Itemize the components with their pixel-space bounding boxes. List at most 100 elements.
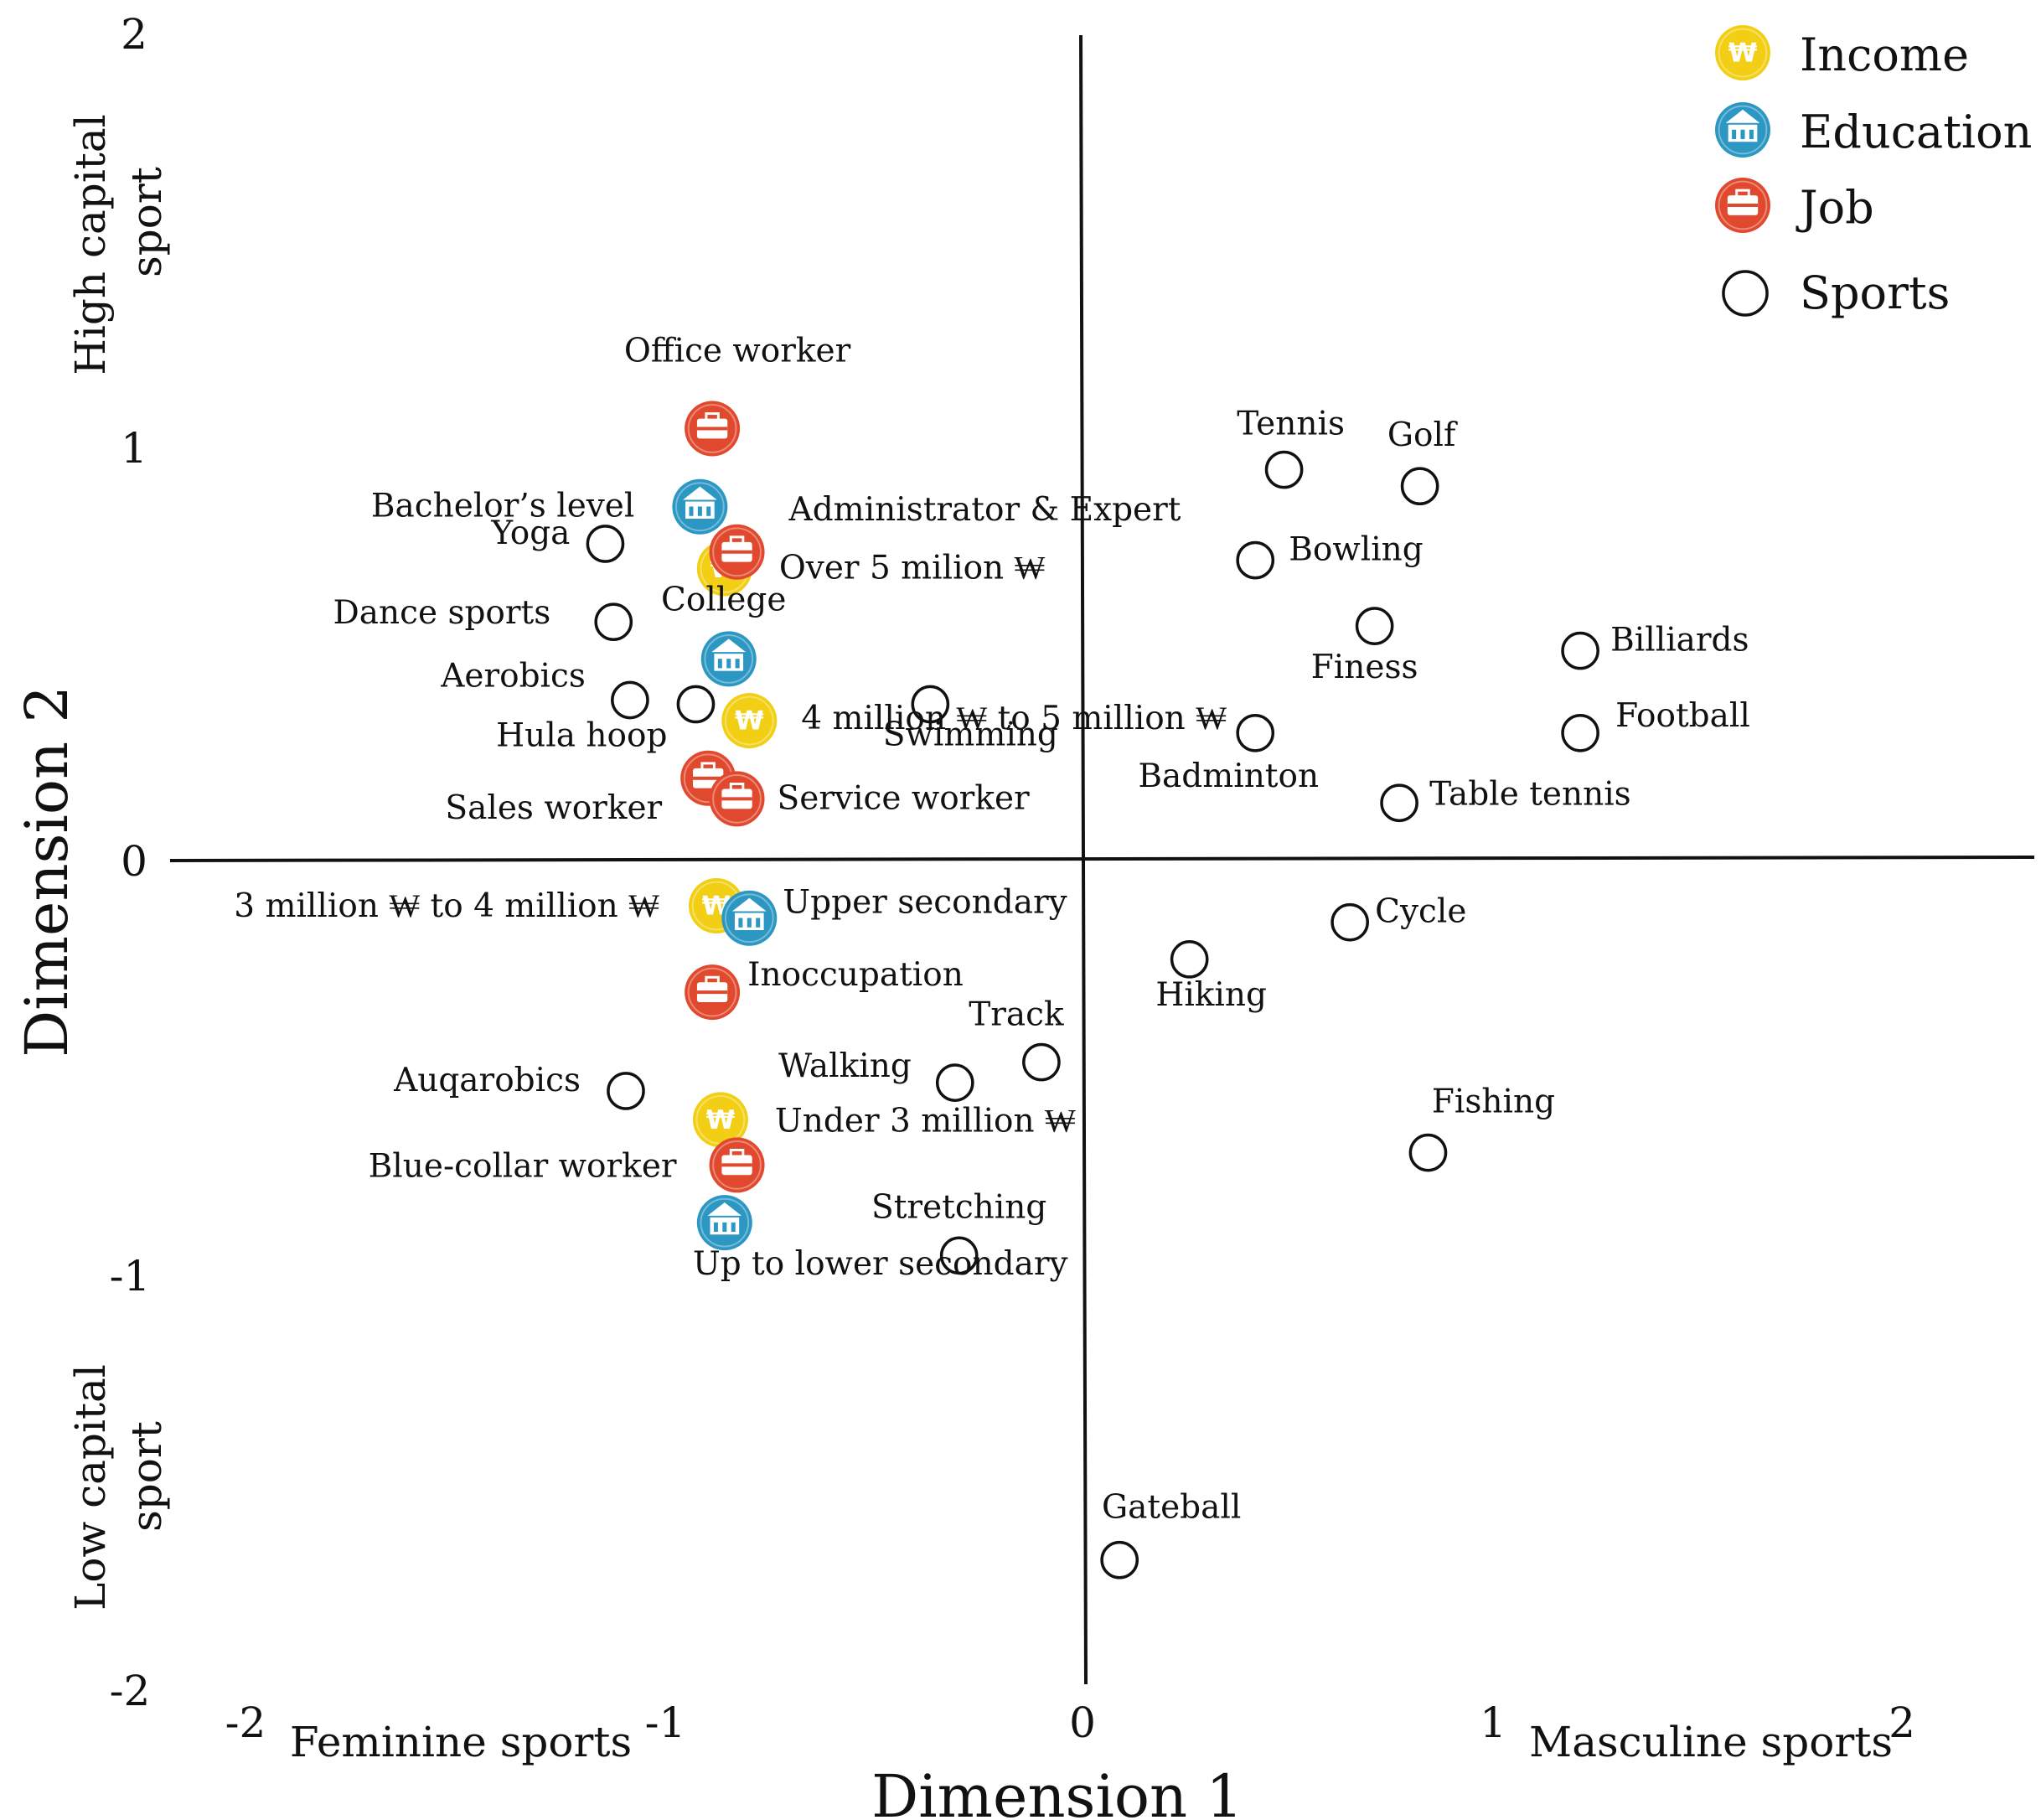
sports-point xyxy=(1380,783,1418,823)
y-axis-title: Dimension 2 xyxy=(13,685,81,1057)
education-point xyxy=(696,1195,752,1251)
sports-point xyxy=(1022,1042,1061,1082)
y-tick-labels: 2 1 0 -1 -2 xyxy=(110,10,151,1715)
sports-point xyxy=(1236,540,1275,580)
job-point-label: Service worker xyxy=(778,779,1030,817)
sports-point xyxy=(911,685,950,724)
sports-point xyxy=(935,1063,974,1102)
sports-point xyxy=(939,1236,979,1275)
job-point-label: Office worker xyxy=(624,332,851,370)
feminine-sports-label: Feminine sports xyxy=(290,1718,632,1766)
y-tick-label: -2 xyxy=(110,1667,151,1715)
sports-point-label: Football xyxy=(1615,697,1750,735)
svg-text:₩: ₩ xyxy=(1728,39,1758,69)
legend: ₩ Income Education Job Sports xyxy=(1715,25,2032,319)
sports-point xyxy=(607,1072,645,1110)
legend-item-job: Job xyxy=(1715,178,1874,234)
job-point-label: Sales worker xyxy=(445,789,662,827)
education-point xyxy=(721,890,778,946)
sports-point-label: Finess xyxy=(1311,649,1418,686)
x-tick-label: 0 xyxy=(1069,1698,1096,1747)
x-tick-label: 2 xyxy=(1889,1698,1915,1747)
high-capital-label-line2: sport xyxy=(122,167,171,277)
low-capital-label-line1: Low capital xyxy=(66,1364,115,1611)
sports-point xyxy=(1561,713,1599,752)
income-point: ₩ xyxy=(692,1092,748,1148)
legend-label: Sports xyxy=(1800,266,1950,319)
y-tick-label: 1 xyxy=(121,424,147,473)
x-axis-title: Dimension 1 xyxy=(871,1762,1243,1820)
svg-text:₩: ₩ xyxy=(706,1105,736,1135)
income-point-label: Over 5 milion ₩ xyxy=(779,549,1046,587)
sports-point-label: Table tennis xyxy=(1429,775,1631,813)
sports-point-label: Badminton xyxy=(1138,757,1319,795)
sports-point-label: Gateball xyxy=(1102,1489,1241,1527)
sports-point xyxy=(1400,467,1439,506)
sports-point-label: Stretching xyxy=(871,1188,1046,1226)
sports-point-label: Hiking xyxy=(1155,976,1267,1014)
x-tick-label: -2 xyxy=(225,1698,266,1747)
education-point xyxy=(672,478,728,535)
job-point-label: Blue-collar worker xyxy=(369,1147,677,1185)
open-circle-icon xyxy=(1722,270,1769,317)
income-point-label: 4 million ₩ to 5 million ₩ xyxy=(801,700,1227,737)
masculine-sports-label: Masculine sports xyxy=(1529,1718,1893,1766)
sports-point-label: Tennis xyxy=(1237,406,1345,443)
legend-item-education: Education xyxy=(1715,102,2032,158)
sports-point xyxy=(586,525,625,563)
sports-point-label: Track xyxy=(969,996,1064,1034)
sports-point-label: Golf xyxy=(1387,416,1458,454)
income-point: ₩ xyxy=(721,693,778,749)
job-point xyxy=(709,1137,765,1193)
data-point-labels: Tennis Golf Bowling Finess Billiards Football… xyxy=(234,332,1750,1526)
y-tick-label: 2 xyxy=(121,10,147,59)
y-tick-label: 0 xyxy=(121,837,147,886)
income-point-label: 3 million ₩ to 4 million ₩ xyxy=(234,887,659,925)
sports-point xyxy=(1170,940,1209,979)
y-axis-line xyxy=(1079,34,1088,1685)
sports-point xyxy=(611,680,649,720)
data-points: ₩₩₩₩ xyxy=(586,401,1599,1580)
won-coin-icon: ₩ xyxy=(1715,25,1770,80)
job-point xyxy=(709,771,765,827)
sports-point-label: Fishing xyxy=(1432,1083,1555,1121)
x-tick-label: 1 xyxy=(1480,1698,1506,1747)
job-point-label: Administrator & Expert xyxy=(788,491,1181,529)
sports-point-label: Bowling xyxy=(1289,531,1424,569)
sports-point-label: Swimming xyxy=(883,716,1058,753)
education-point-label: Up to lower secondary xyxy=(693,1245,1068,1283)
legend-label: Job xyxy=(1796,181,1874,234)
legend-label: Education xyxy=(1800,106,2032,158)
sports-point-label: Yoga xyxy=(490,514,570,552)
legend-item-sports: Sports xyxy=(1722,266,1950,319)
sports-point xyxy=(1236,713,1275,752)
x-tick-label: -1 xyxy=(645,1698,686,1747)
education-point-label: Bachelor’s level xyxy=(371,488,635,525)
y-tick-label: -1 xyxy=(110,1252,151,1300)
x-tick-labels: -2 -1 0 1 2 xyxy=(225,1698,1915,1747)
sports-point-label: Cycle xyxy=(1375,893,1466,931)
school-building-icon xyxy=(1715,102,1770,158)
sports-point-label: Dance sports xyxy=(333,594,551,632)
sports-point xyxy=(594,602,633,642)
sports-point xyxy=(1408,1133,1448,1172)
job-point xyxy=(685,401,741,457)
sports-point-label: Walking xyxy=(778,1047,912,1085)
sports-point xyxy=(1561,631,1599,670)
sports-point-label: Auqarobics xyxy=(393,1062,581,1099)
x-axis-line xyxy=(169,856,2035,862)
sports-point xyxy=(676,685,716,724)
svg-text:₩: ₩ xyxy=(735,706,764,737)
sports-point xyxy=(1355,607,1394,645)
education-point-label: College xyxy=(661,581,786,618)
sports-point-label: Aerobics xyxy=(440,658,586,695)
sports-point xyxy=(1264,450,1304,489)
income-point-label: Under 3 million ₩ xyxy=(775,1102,1076,1140)
sports-point xyxy=(1100,1540,1139,1580)
sports-point xyxy=(1331,902,1369,942)
briefcase-icon xyxy=(1715,178,1770,233)
legend-item-income: ₩ Income xyxy=(1715,25,1969,81)
job-point xyxy=(709,524,765,580)
low-capital-label-line2: sport xyxy=(122,1421,171,1532)
